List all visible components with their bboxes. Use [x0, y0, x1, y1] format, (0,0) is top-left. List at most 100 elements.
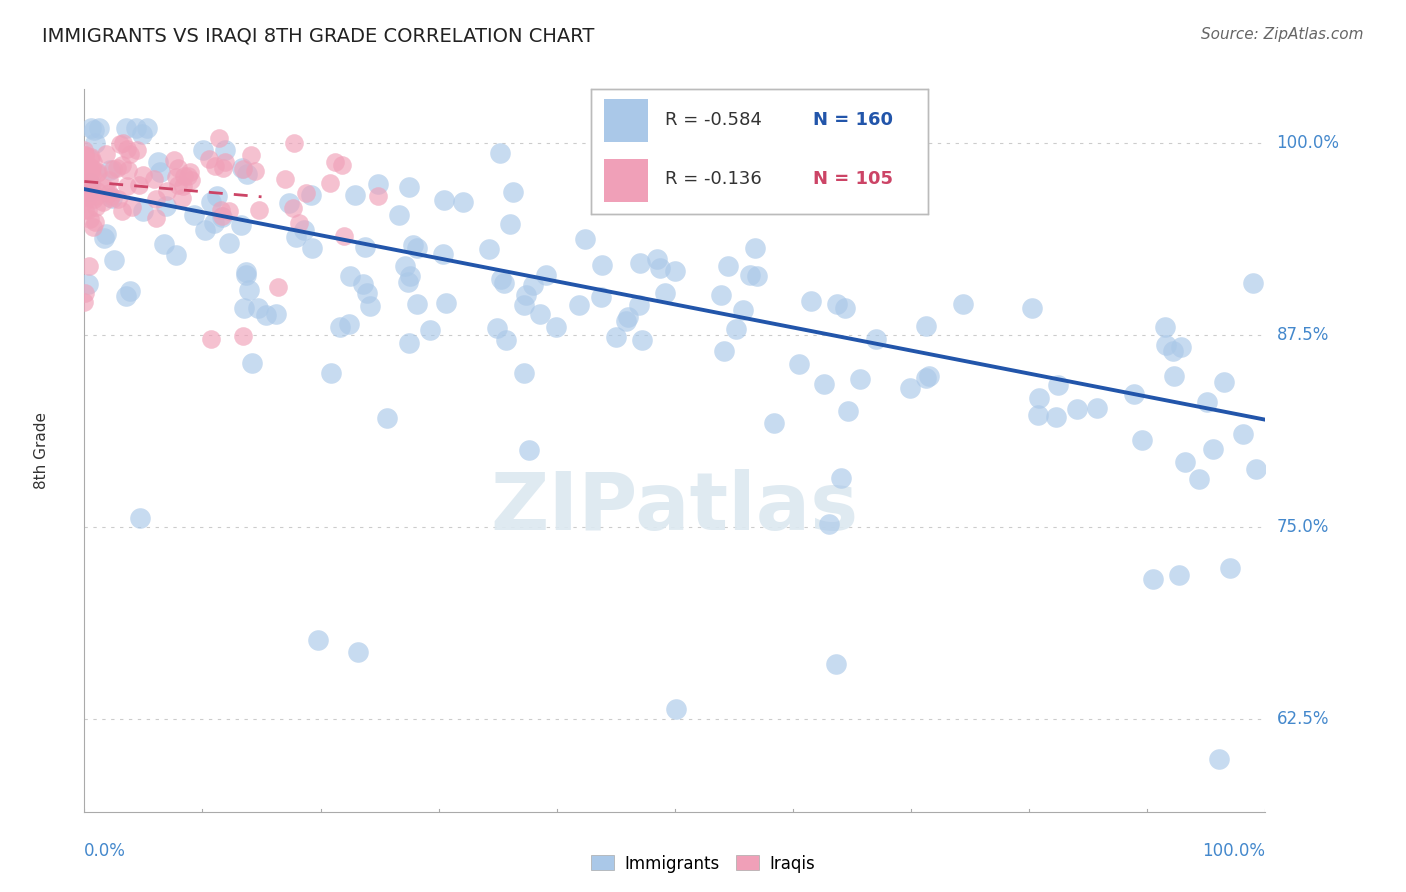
Point [825, 297, 848, 311]
Point [202, 216, 225, 230]
Point [339, 268, 361, 283]
Point [247, 301, 270, 315]
Point [763, 417, 786, 431]
Point [84, 200, 107, 214]
Point [165, 248, 187, 262]
Point [118, 285, 141, 299]
Point [321, 367, 343, 381]
Point [83, 192, 105, 206]
Point [1243, 277, 1265, 291]
Point [398, 335, 420, 350]
Point [146, 154, 169, 169]
Point [73, 148, 96, 162]
Point [80, 178, 103, 192]
Point [73, 177, 96, 191]
Point [77, 190, 100, 204]
Point [75, 161, 97, 176]
Point [865, 332, 887, 346]
Point [650, 260, 672, 275]
Point [375, 411, 398, 425]
Point [111, 203, 134, 218]
Point [180, 173, 202, 187]
Point [1142, 573, 1164, 587]
Point [713, 344, 735, 359]
Point [165, 170, 187, 185]
Point [645, 252, 668, 266]
Point [114, 120, 136, 135]
Point [172, 179, 194, 194]
Point [79, 176, 101, 190]
Point [173, 169, 195, 183]
Point [388, 208, 411, 222]
Point [359, 299, 381, 313]
Point [93, 231, 115, 245]
Point [394, 259, 416, 273]
Point [73, 186, 96, 200]
Point [76, 172, 98, 186]
Point [492, 277, 515, 291]
Point [354, 240, 377, 254]
Point [1161, 344, 1184, 359]
Point [218, 236, 240, 251]
Point [79, 186, 101, 200]
Point [214, 143, 236, 157]
Point [568, 298, 591, 312]
Point [82, 161, 104, 175]
Point [401, 237, 423, 252]
Point [73, 286, 96, 301]
Point [738, 268, 761, 282]
Point [114, 289, 136, 303]
Point [79, 165, 101, 179]
Point [214, 155, 236, 169]
Point [800, 293, 823, 308]
Point [79, 152, 101, 166]
Point [87, 120, 110, 135]
Point [495, 333, 517, 347]
Point [98, 191, 121, 205]
Point [515, 288, 537, 302]
Point [200, 333, 222, 347]
Point [1085, 401, 1108, 416]
Point [232, 329, 254, 343]
Point [211, 210, 233, 224]
Point [73, 148, 96, 162]
Point [177, 169, 200, 183]
Point [288, 217, 311, 231]
Point [478, 242, 501, 256]
Point [121, 200, 143, 214]
Point [405, 241, 427, 255]
Point [488, 146, 510, 161]
Point [367, 177, 389, 191]
Text: 0.0%: 0.0% [84, 842, 127, 860]
Point [93, 180, 115, 194]
Point [73, 170, 96, 185]
Point [914, 371, 936, 385]
Point [75, 183, 97, 197]
Point [110, 157, 132, 171]
Point [117, 163, 139, 178]
Point [399, 268, 422, 283]
Point [617, 310, 640, 324]
Point [830, 471, 852, 485]
Point [73, 295, 96, 310]
Point [232, 162, 254, 177]
Point [330, 158, 353, 172]
Point [125, 143, 148, 157]
Point [149, 165, 172, 179]
Point [145, 211, 167, 225]
Point [73, 157, 96, 171]
Point [898, 381, 921, 395]
Point [75, 203, 97, 218]
Point [517, 442, 540, 457]
Point [172, 191, 194, 205]
Point [73, 144, 96, 158]
Point [952, 297, 974, 311]
Point [247, 202, 270, 217]
Point [529, 307, 551, 321]
Point [344, 187, 367, 202]
Point [82, 168, 104, 182]
Point [194, 223, 217, 237]
Point [630, 333, 652, 347]
Point [129, 511, 152, 525]
Text: 100.0%: 100.0% [1277, 134, 1340, 152]
